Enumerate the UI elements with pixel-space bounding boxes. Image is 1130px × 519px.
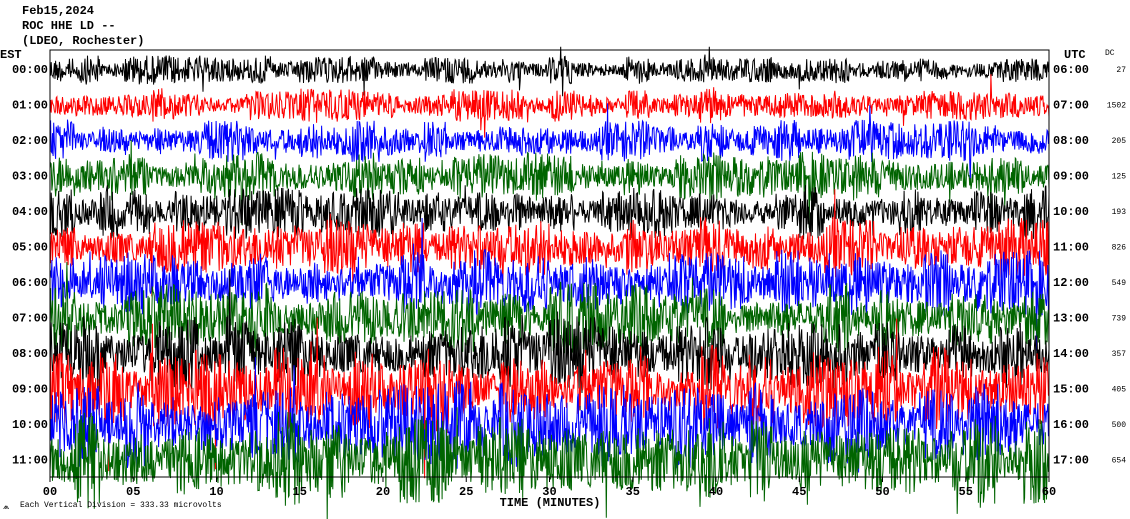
trace bbox=[49, 217, 1050, 351]
dc-value: 193 bbox=[1112, 208, 1127, 217]
dc-value: 405 bbox=[1112, 386, 1127, 395]
x-tick-label: 20 bbox=[376, 485, 390, 499]
dc-value: 500 bbox=[1112, 421, 1127, 430]
x-tick-label: 25 bbox=[459, 485, 473, 499]
utc-label: 09:00 bbox=[1053, 170, 1089, 184]
x-tick-label: 00 bbox=[43, 485, 57, 499]
icon: ⩕ bbox=[3, 503, 10, 512]
trace bbox=[49, 317, 1050, 479]
utc-label: 16:00 bbox=[1053, 418, 1089, 432]
trace bbox=[49, 103, 1050, 184]
x-tick-label: 10 bbox=[209, 485, 223, 499]
trace bbox=[49, 269, 1050, 411]
est-label: 08:00 bbox=[12, 347, 48, 361]
trace bbox=[49, 46, 1050, 97]
dc-label: DC bbox=[1105, 49, 1115, 58]
est-label: 01:00 bbox=[12, 99, 48, 113]
utc-label: 07:00 bbox=[1053, 99, 1089, 113]
dc-value: 654 bbox=[1112, 457, 1127, 466]
x-tick-label: 30 bbox=[542, 485, 556, 499]
trace bbox=[49, 189, 1050, 297]
x-tick-label: 35 bbox=[626, 485, 640, 499]
dc-value: 357 bbox=[1112, 350, 1127, 359]
x-axis-label: TIME (MINUTES) bbox=[500, 496, 601, 510]
est-label: 10:00 bbox=[12, 418, 48, 432]
x-tick-label: 40 bbox=[709, 485, 723, 499]
trace bbox=[49, 407, 1050, 519]
dc-value: 205 bbox=[1112, 137, 1127, 146]
dc-value: 125 bbox=[1112, 173, 1127, 182]
traces bbox=[49, 46, 1050, 519]
date: Feb15,2024 bbox=[22, 4, 94, 18]
utc-label: 11:00 bbox=[1053, 241, 1089, 255]
est-label: 00:00 bbox=[12, 63, 48, 77]
est-label: 06:00 bbox=[12, 276, 48, 290]
est-label: 05:00 bbox=[12, 241, 48, 255]
location: (LDEO, Rochester) bbox=[22, 34, 144, 48]
utc-label: 14:00 bbox=[1053, 347, 1089, 361]
utc-label: 13:00 bbox=[1053, 312, 1089, 326]
x-tick-label: 50 bbox=[875, 485, 889, 499]
trace bbox=[49, 139, 1050, 228]
x-tick-label: 55 bbox=[959, 485, 973, 499]
utc-label: 12:00 bbox=[1053, 276, 1089, 290]
est-label: 03:00 bbox=[12, 170, 48, 184]
dc-value: 826 bbox=[1112, 244, 1127, 253]
est-label: 02:00 bbox=[12, 134, 48, 148]
est-label: 09:00 bbox=[12, 383, 48, 397]
est-label: 11:00 bbox=[12, 454, 48, 468]
utc-label: 17:00 bbox=[1053, 454, 1089, 468]
station: ROC HHE LD -- bbox=[22, 19, 116, 33]
x-tick-label: 15 bbox=[293, 485, 307, 499]
utc-label: 08:00 bbox=[1053, 134, 1089, 148]
footer: Each Vertical Division = 333.33 microvol… bbox=[20, 501, 222, 510]
dc-value: 739 bbox=[1112, 315, 1127, 324]
utc-label: 10:00 bbox=[1053, 205, 1089, 219]
utc-label: 06:00 bbox=[1053, 63, 1089, 77]
dc-value: 27 bbox=[1116, 66, 1126, 75]
x-tick-label: 05 bbox=[126, 485, 140, 499]
trace bbox=[49, 185, 1050, 240]
x-tick-label: 45 bbox=[792, 485, 806, 499]
trace bbox=[49, 74, 1050, 138]
dc-value: 1502 bbox=[1107, 102, 1126, 111]
est-label: 07:00 bbox=[12, 312, 48, 326]
x-tick-label: 60 bbox=[1042, 485, 1056, 499]
utc-label: 15:00 bbox=[1053, 383, 1089, 397]
right-axis-label: UTC bbox=[1064, 48, 1086, 62]
est-label: 04:00 bbox=[12, 205, 48, 219]
left-axis-label: EST bbox=[0, 48, 22, 62]
dc-value: 549 bbox=[1112, 279, 1127, 288]
